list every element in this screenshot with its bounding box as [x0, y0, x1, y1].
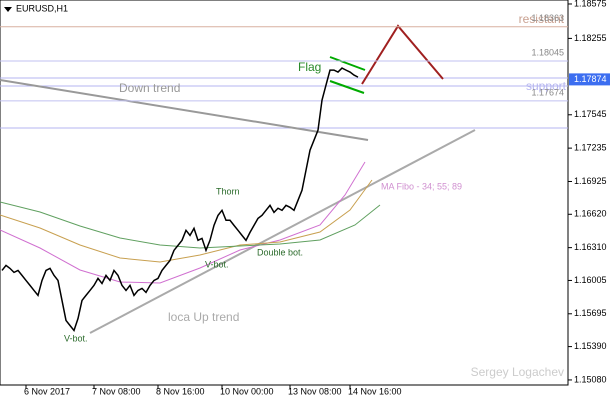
annotation: V-bot. — [64, 333, 88, 343]
ma-55 — [0, 179, 373, 263]
y-tick-label: 1.16620 — [574, 209, 607, 219]
ma-89 — [0, 201, 381, 249]
x-tick-label: 8 Nov 16:00 — [156, 386, 205, 396]
down-trend-line — [0, 79, 369, 141]
up-trend-line — [89, 129, 476, 334]
menu-arrow — [4, 7, 12, 12]
level-label: 1.18363 — [531, 13, 564, 23]
y-tick-label: 1.16005 — [574, 275, 607, 285]
level-label: 1.17674 — [531, 87, 564, 97]
flag-line — [329, 56, 366, 71]
y-tick-label: 1.15390 — [574, 341, 607, 351]
annotation: Flag — [298, 60, 321, 74]
y-tick-label: 1.17235 — [574, 143, 607, 153]
level-label: 1.18045 — [531, 47, 564, 57]
y-tick-label: 1.15695 — [574, 308, 607, 318]
plot-frame — [0, 0, 569, 386]
current-price-box — [569, 73, 610, 86]
y-tick-label: 1.16925 — [574, 176, 607, 186]
y-tick-label: 1.18575 — [574, 0, 607, 8]
current-price-label: 1.17874 — [574, 74, 607, 84]
annotation: Thorn — [216, 186, 240, 196]
ma-34 — [0, 161, 366, 284]
annotation: V-bot. — [205, 259, 229, 269]
annotation: loca Up trend — [168, 310, 239, 324]
annotation: resistant — [519, 12, 565, 26]
price-line — [1, 67, 359, 332]
x-tick-label: 13 Nov 08:00 — [288, 386, 342, 396]
flag-line — [329, 80, 365, 94]
y-tick-label: 1.18255 — [574, 33, 607, 43]
annotation: Down trend — [119, 81, 180, 95]
x-tick-label: 6 Nov 2017 — [24, 386, 70, 396]
x-tick-label: 10 Nov 00:00 — [220, 386, 274, 396]
x-tick-label: 7 Nov 08:00 — [92, 386, 141, 396]
annotation: Double bot. — [257, 247, 303, 257]
x-tick-label: 14 Nov 16:00 — [348, 386, 402, 396]
symbol-title: EURUSD,H1 — [16, 3, 68, 13]
y-tick-label: 1.17545 — [574, 109, 607, 119]
y-tick-label: 1.15080 — [574, 374, 607, 384]
annotation: support — [526, 79, 567, 93]
watermark: Sergey Logachev — [471, 365, 564, 379]
annotation: MA Fibo - 34; 55; 89 — [381, 181, 462, 191]
y-tick-label: 1.16310 — [574, 242, 607, 252]
